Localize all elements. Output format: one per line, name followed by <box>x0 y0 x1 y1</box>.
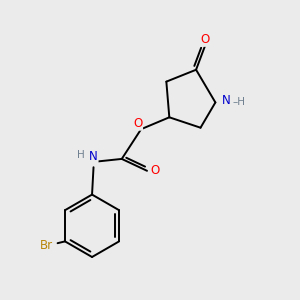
Text: H: H <box>77 150 85 161</box>
Text: N: N <box>89 150 98 163</box>
Text: O: O <box>133 117 142 130</box>
Text: Br: Br <box>40 239 53 252</box>
Text: O: O <box>200 33 210 46</box>
Text: N: N <box>222 94 231 107</box>
Text: –H: –H <box>232 97 245 106</box>
Text: O: O <box>151 164 160 177</box>
